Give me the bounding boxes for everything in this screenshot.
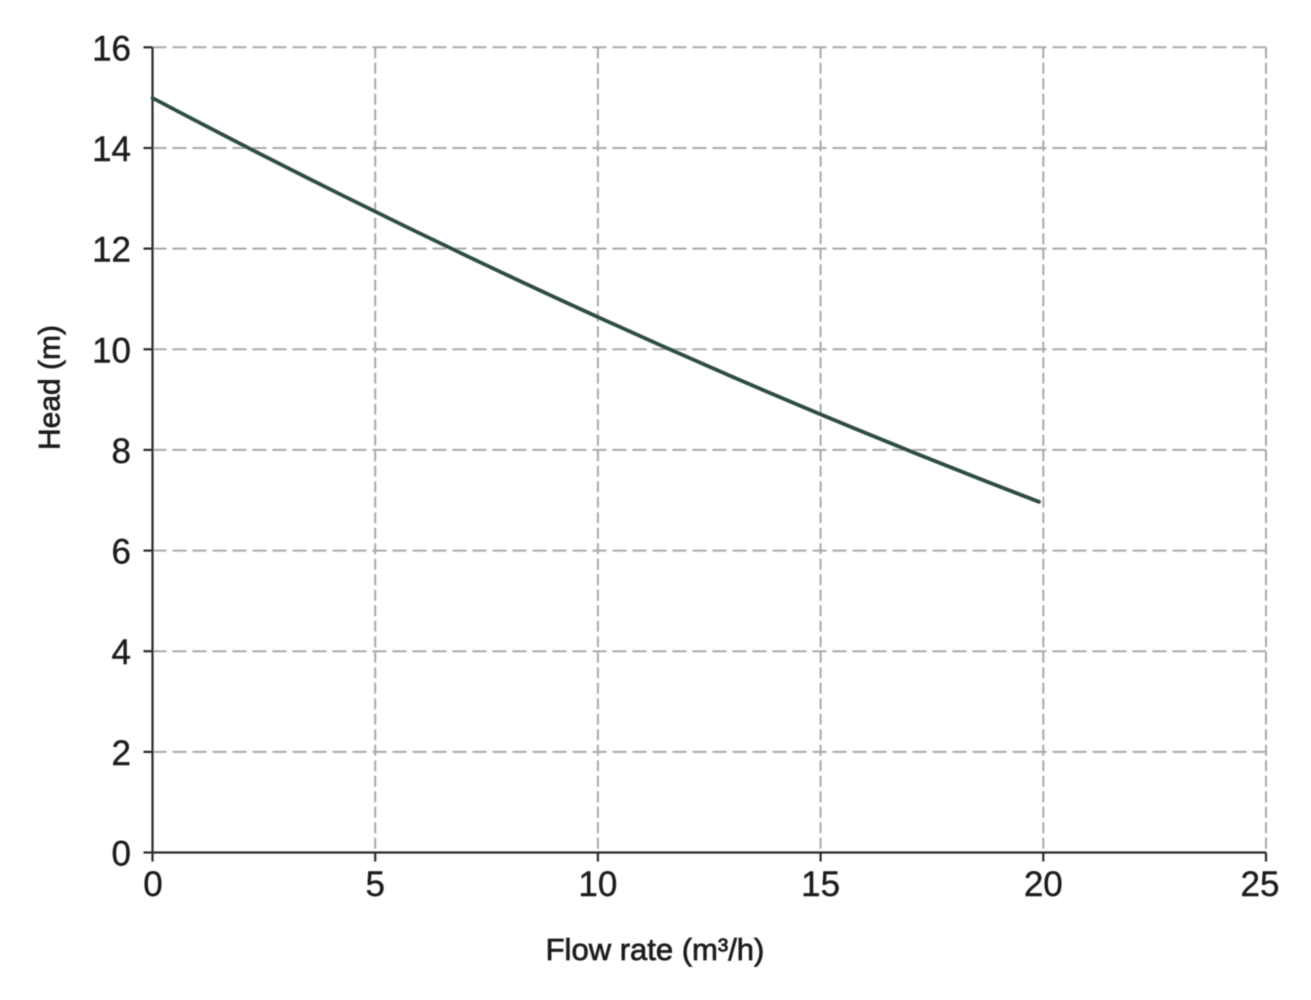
svg-text:2: 2 (112, 734, 131, 773)
svg-text:4: 4 (112, 633, 131, 672)
svg-text:5: 5 (365, 865, 384, 904)
svg-text:Flow rate (m³/h): Flow rate (m³/h) (546, 932, 765, 967)
svg-text:6: 6 (112, 533, 131, 572)
svg-text:10: 10 (578, 865, 617, 904)
svg-text:14: 14 (92, 130, 131, 169)
svg-text:16: 16 (92, 29, 131, 68)
svg-text:15: 15 (801, 865, 840, 904)
svg-text:8: 8 (112, 432, 131, 471)
svg-text:12: 12 (92, 231, 131, 270)
svg-text:0: 0 (143, 865, 162, 904)
svg-text:0: 0 (112, 835, 131, 874)
svg-text:20: 20 (1024, 865, 1063, 904)
svg-text:Head (m): Head (m) (34, 325, 67, 450)
svg-text:25: 25 (1241, 865, 1280, 904)
svg-text:10: 10 (92, 331, 131, 370)
